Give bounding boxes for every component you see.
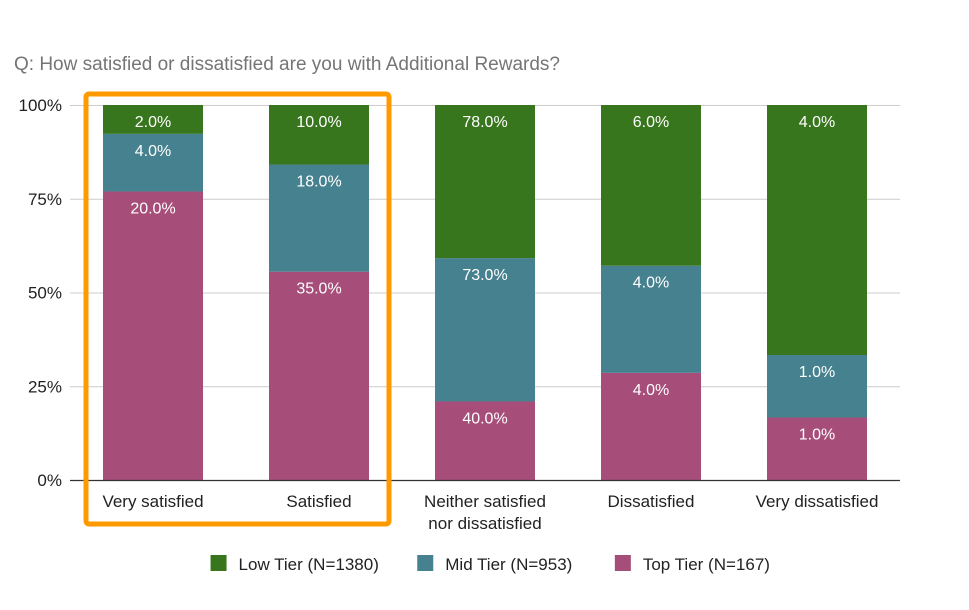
bar-segment [601,105,701,266]
bar-segment [601,265,701,373]
data-label: 4.0% [135,143,171,160]
legend: Low Tier (N=1380) Mid Tier (N=953) Top Tie… [210,555,770,574]
data-label: 1.0% [799,364,835,381]
y-tick-label: 75% [28,190,62,209]
y-tick-label: 50% [28,284,62,303]
bar-segment [767,105,867,355]
bar-segment [103,191,203,481]
chart-title: Q: How satisfied or dissatisfied are you… [14,54,560,75]
x-category-label: Dissatisfied [608,492,695,511]
data-label: 10.0% [296,114,341,131]
x-category-label: Neither satisfied [424,492,546,511]
legend-label: Low Tier (N=1380) [239,555,379,574]
data-label: 2.0% [135,114,171,131]
legend-swatch [210,555,227,571]
bar-segment [269,164,369,272]
data-label: 1.0% [799,427,835,444]
data-label: 6.0% [633,114,669,131]
bar-segment [767,417,867,480]
bar-segment [103,105,203,134]
bar-segment [767,355,867,418]
data-label: 35.0% [296,281,341,298]
data-label: 4.0% [633,275,669,292]
y-tick-label: 100% [19,96,62,115]
data-label: 78.0% [462,114,507,131]
bar-segment [435,105,535,259]
legend-label: Mid Tier (N=953) [445,555,572,574]
y-tick-label: 0% [37,471,62,490]
data-label: 40.0% [462,410,507,427]
data-label: 18.0% [296,174,341,191]
x-axis-categories: Very satisfied Satisfied Neither satisfied… [102,492,878,533]
x-category-label: nor dissatisfied [428,514,541,533]
x-category-label: Satisfied [286,492,351,511]
bar-segment [601,372,701,480]
data-label: 4.0% [633,382,669,399]
bars: 20.0% 4.0% 2.0% 35.0% 18.0% 10.0% 40.0% 73.0% 78… [103,105,867,481]
legend-label: Top Tier (N=167) [643,555,770,574]
x-category-label: Very satisfied [102,492,203,511]
data-label: 20.0% [130,201,175,218]
x-category-label: Very dissatisfied [756,492,879,511]
y-tick-label: 25% [28,377,62,396]
legend-swatch [417,555,434,571]
data-label: 4.0% [799,114,835,131]
highlight-box [83,91,392,527]
y-axis-ticks: 0% 25% 50% 75% 100% [19,96,62,490]
highlight-rect [83,91,392,527]
bar-segment [435,401,535,480]
data-label: 73.0% [462,267,507,284]
legend-swatch [614,555,631,571]
bar-segment [269,271,369,480]
bar-segment [269,105,369,165]
bar-segment [103,133,203,192]
bar-segment [435,258,535,402]
